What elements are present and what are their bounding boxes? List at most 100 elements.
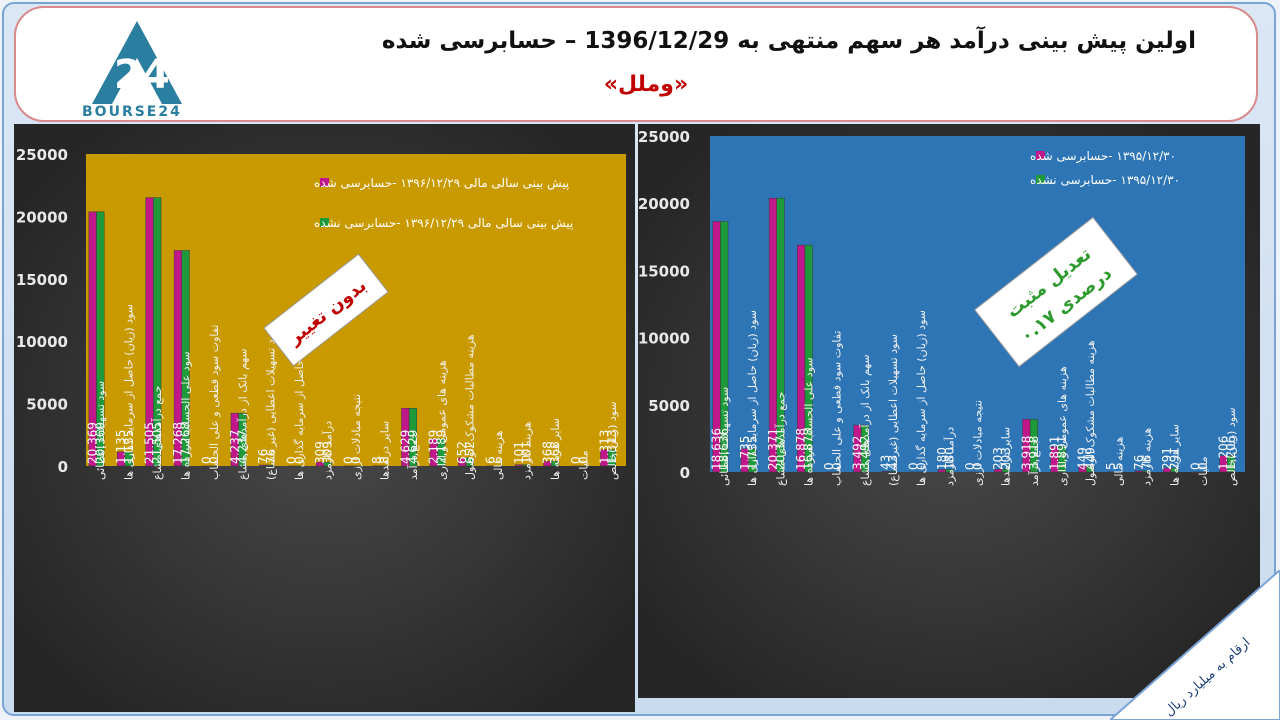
category-label: درآمد کارمزد <box>321 421 335 480</box>
data-label: 0 <box>907 462 921 470</box>
data-label: 43 <box>879 455 893 470</box>
bar-green <box>209 465 219 467</box>
bar-green <box>295 465 304 467</box>
bar-green <box>494 465 503 467</box>
legend-swatch <box>320 178 329 187</box>
data-label: 309 <box>313 441 327 464</box>
data-label: 5 <box>1111 462 1125 470</box>
note-box-bg <box>263 253 389 367</box>
data-label: 76 <box>256 449 270 464</box>
bar-green <box>1198 471 1207 473</box>
header-banner: 24 BOURSE24 اولین پیش بینی درآمد هر سهم … <box>14 6 1258 122</box>
category-label: هزینه های عمومی و اداری <box>1056 366 1069 486</box>
data-label: 0 <box>1188 462 1202 470</box>
units-corner-ribbon: ارقام به میلیارد ریال <box>1110 570 1280 720</box>
data-label: 2,189 <box>434 430 448 464</box>
category-label: سود علی الحساب سپرده ها <box>803 357 816 486</box>
category-label: سایر هزینه ها <box>1169 424 1182 486</box>
y-tick-label: 15000 <box>638 262 690 280</box>
data-label: 4,629 <box>406 430 420 464</box>
data-label: 16,878 <box>794 428 808 470</box>
category-label: سود (زیان) حاصل از سرمایه گذاری ها <box>915 310 928 486</box>
data-label: 449 <box>1083 447 1097 470</box>
category-label: سهم بانک از درآمدهای مشاع <box>235 348 249 480</box>
category-label: هزینه مطالبات مشکوک الوصول <box>1084 340 1097 486</box>
data-label: 6 <box>491 456 505 464</box>
category-label: درآمد کارمزد <box>942 427 956 486</box>
bar-green <box>860 424 870 473</box>
data-label: 652 <box>463 441 477 464</box>
category-label: هزینه های عمومی و اداری <box>435 360 448 480</box>
left-bar-chart: 0 5000 10000 15000 20000 25000 20,369 1,135 21,5… <box>16 146 626 480</box>
data-label: 3,492 <box>850 436 864 470</box>
data-label: 0 <box>822 462 836 470</box>
category-label: هزینه کارمزد <box>521 421 534 480</box>
y-tick-label: 15000 <box>16 271 68 289</box>
page-subtitle: «وملل» <box>603 72 689 97</box>
category-label: تفاوت سود قطعی و علی الحساب <box>831 331 844 486</box>
bourse24-logo: 24 <box>92 21 182 104</box>
data-label: 21,505 <box>150 422 164 464</box>
data-label: 18,636 <box>710 428 724 470</box>
data-label: 0 <box>577 456 591 464</box>
legend-entry: پیش بینی سالی مالی ۱۳۹۶/۱۲/۲۹ -حسابرسی ش… <box>314 176 569 191</box>
bar-green <box>917 471 926 473</box>
y-tick-label: 5000 <box>26 396 68 414</box>
data-label: 2,189 <box>427 430 441 464</box>
category-label: هزینه مطالبات مشکوک الوصول <box>464 334 477 480</box>
bar-green <box>804 244 813 473</box>
data-label: 0 <box>830 462 844 470</box>
bar-green <box>832 471 841 473</box>
category-label: سود تسهیلات اعطائی <box>718 387 731 486</box>
data-label: 8 <box>378 456 392 464</box>
legend-entry: ۱۳۹۵/۱۲/۳۰ -حسابرسی شده <box>1030 149 1176 164</box>
data-label: 1,313 <box>597 430 611 464</box>
y-tick-label: 10000 <box>638 330 690 348</box>
legend-swatch <box>1036 151 1045 160</box>
data-label: 291 <box>1160 447 1174 470</box>
data-label: 8 <box>370 456 384 464</box>
data-label: 3,918 <box>1027 436 1041 470</box>
bar-green <box>380 465 389 467</box>
data-label: 1,313 <box>605 430 619 464</box>
data-label: 368 <box>540 441 554 464</box>
bar-green <box>1142 470 1151 473</box>
bar-green <box>607 449 617 467</box>
bar-green <box>1086 465 1095 473</box>
data-label: 4,237 <box>228 430 242 464</box>
data-label: 21,505 <box>143 422 157 464</box>
data-label: 20,371 <box>774 428 788 470</box>
bar-green <box>153 197 162 467</box>
data-label: 0 <box>971 462 985 470</box>
data-label: 0 <box>914 462 928 470</box>
category-label: نتیجه مبادلات ارزی <box>972 400 985 486</box>
data-label: 0 <box>569 456 583 464</box>
bar-green <box>266 464 275 467</box>
y-tick-label: 25000 <box>16 146 68 164</box>
legend-swatch <box>320 218 329 227</box>
data-label: 203 <box>991 447 1005 470</box>
bar-green <box>238 412 247 467</box>
data-label: 20,369 <box>93 422 107 464</box>
data-label: 4,629 <box>398 430 412 464</box>
data-label: 180 <box>942 447 956 470</box>
bar-green <box>1114 471 1123 473</box>
data-label: 0 <box>1196 462 1210 470</box>
page-title: اولین پیش بینی درآمد هر سهم منتهی به 139… <box>381 28 1196 54</box>
data-label: 16,878 <box>802 428 816 470</box>
bar-green <box>973 471 982 473</box>
bar-green <box>720 221 729 473</box>
category-label: هزینه مالی <box>492 430 505 480</box>
y-tick-label: 25000 <box>638 128 690 146</box>
data-label: 0 <box>285 456 299 464</box>
data-label: 3,492 <box>858 436 872 470</box>
bar-green <box>579 465 588 467</box>
bar-green <box>437 438 446 467</box>
bar-green <box>1029 419 1039 473</box>
category-label: سود (زیان)خالص <box>1225 407 1238 486</box>
category-label: جمع درآمد <box>1027 439 1041 486</box>
category-label: سود علی الحساب سپرده ها <box>179 351 192 480</box>
y-tick-label: 0 <box>58 458 68 476</box>
bar-green <box>1001 469 1010 473</box>
svg-text:24: 24 <box>114 52 170 98</box>
